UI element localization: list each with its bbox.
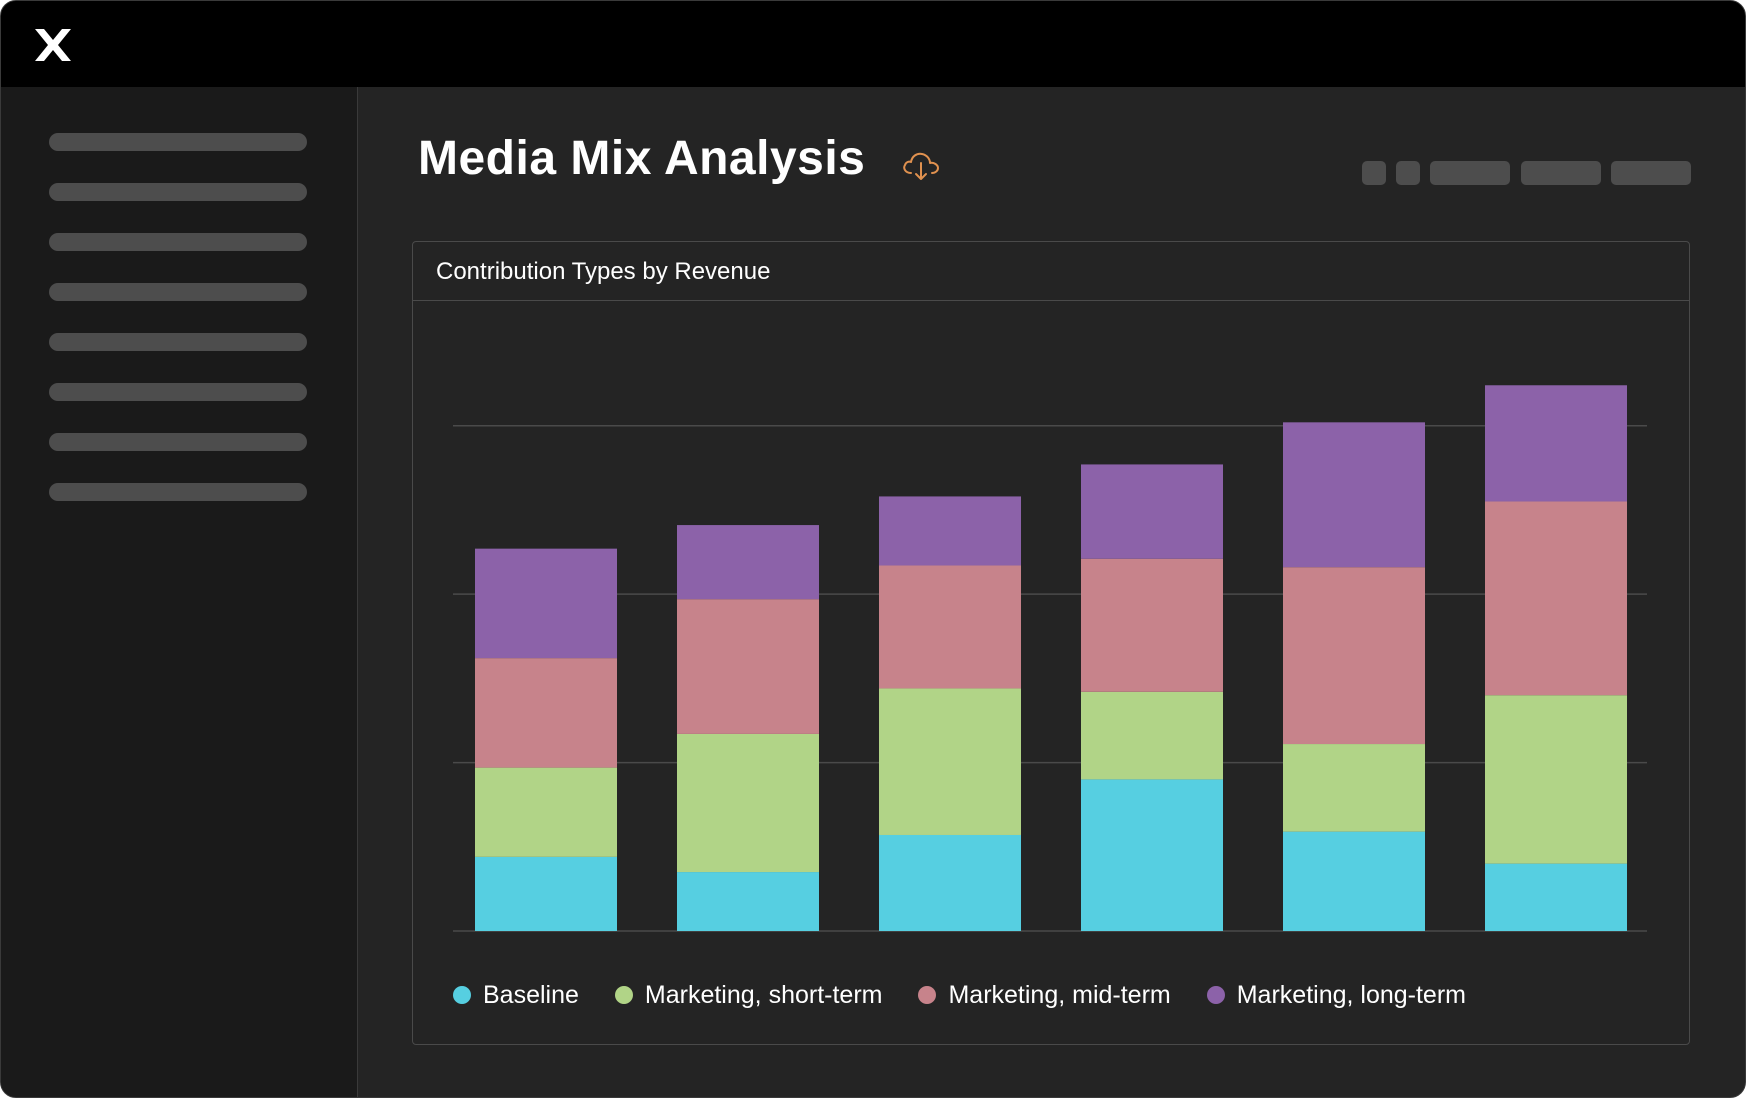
sidebar-item-6[interactable] [49,383,307,401]
legend-dot [614,986,633,1004]
bar-segment-3-series-1[interactable] [879,834,1021,931]
legend-dot [1206,986,1225,1004]
toolbar-icon-button-2[interactable] [1396,161,1420,185]
chart-legend: Baseline Marketing, short-term Marketing, … [453,978,1502,1012]
bar-segment-1-series-4[interactable] [475,548,617,659]
toolbar-button-2[interactable] [1521,161,1601,185]
stacked-bar-chart [453,385,1647,932]
main-content: Media Mix Analysis Contribution Types by… [358,87,1745,1097]
sidebar [1,87,358,1097]
bar-segment-1-series-1[interactable] [475,856,617,931]
bar-segment-2-series-4[interactable] [677,525,819,600]
bar-segment-6-series-1[interactable] [1485,863,1627,931]
legend-item-2[interactable]: Marketing, short-term [614,980,883,1010]
sidebar-item-7[interactable] [49,433,307,451]
chart-card-header: Contribution Types by Revenue [413,242,1689,301]
bar-segment-5-series-2[interactable] [1283,744,1425,832]
legend-label: Marketing, long-term [1236,980,1466,1009]
legend-label: Marketing, short-term [644,980,883,1009]
bar-segment-2-series-1[interactable] [677,872,819,931]
sidebar-item-4[interactable] [49,283,307,301]
toolbar-button-1[interactable] [1430,161,1510,185]
chart-title: Contribution Types by Revenue [436,258,771,285]
x-logo-icon[interactable] [33,27,73,63]
bar-segment-2-series-3[interactable] [677,599,819,734]
bar-segment-5-series-4[interactable] [1283,422,1425,568]
page-title: Media Mix Analysis [418,132,866,185]
bar-segment-6-series-3[interactable] [1485,501,1627,696]
sidebar-item-3[interactable] [49,233,307,251]
legend-item-1[interactable]: Baseline [453,981,579,1010]
bar-segment-2-series-2[interactable] [677,733,819,873]
bar-segment-5-series-3[interactable] [1283,567,1425,745]
cloud-download-icon[interactable] [900,147,942,183]
bar-segment-6-series-4[interactable] [1485,385,1627,502]
sidebar-item-2[interactable] [49,183,307,201]
sidebar-item-8[interactable] [49,483,307,501]
bar-segment-3-series-3[interactable] [879,565,1021,689]
bar-segment-3-series-2[interactable] [879,688,1021,835]
sidebar-item-5[interactable] [49,333,307,351]
bar-segment-6-series-2[interactable] [1485,695,1627,864]
bar-segment-4-series-3[interactable] [1081,558,1223,692]
legend-item-4[interactable]: Marketing, long-term [1206,980,1466,1010]
legend-label: Marketing, mid-term [948,980,1171,1009]
legend-dot [453,986,471,1004]
sidebar-item-1[interactable] [49,133,307,151]
bar-segment-3-series-4[interactable] [879,496,1021,566]
top-bar [1,1,1745,87]
bar-segment-4-series-2[interactable] [1081,691,1223,780]
legend-label: Baseline [483,980,579,1009]
toolbar-button-3[interactable] [1611,161,1691,185]
toolbar-icon-button-1[interactable] [1362,161,1386,185]
bar-segment-1-series-3[interactable] [475,658,617,768]
bar-segment-5-series-1[interactable] [1283,831,1425,931]
bar-segment-1-series-2[interactable] [475,767,617,857]
bar-segment-4-series-1[interactable] [1081,779,1223,931]
legend-item-3[interactable]: Marketing, mid-term [918,980,1171,1010]
legend-dot [918,986,937,1004]
bar-segment-4-series-4[interactable] [1081,464,1223,559]
chart-card: Contribution Types by Revenue Baseline Ma… [412,241,1690,1045]
